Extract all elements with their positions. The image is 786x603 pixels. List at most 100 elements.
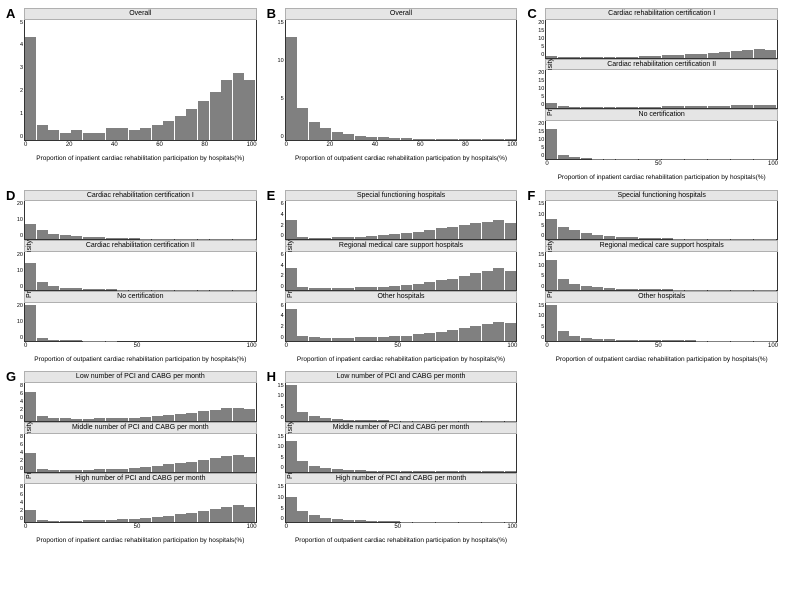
bar bbox=[343, 288, 354, 290]
facet: Other hospitals051015 bbox=[545, 291, 778, 342]
y-tick: 10 bbox=[272, 444, 284, 450]
bar bbox=[470, 326, 481, 341]
x-ticks: 050100 bbox=[545, 343, 778, 349]
bar bbox=[175, 514, 186, 522]
bar bbox=[355, 520, 366, 522]
bar bbox=[152, 125, 163, 139]
bar bbox=[117, 469, 128, 472]
bar bbox=[366, 337, 377, 340]
bar bbox=[378, 235, 389, 239]
y-tick: 6 bbox=[272, 201, 284, 207]
bar bbox=[459, 225, 470, 240]
bar bbox=[447, 139, 458, 140]
bar bbox=[163, 239, 174, 240]
facet: Cardiac rehabilitation certification I01… bbox=[24, 190, 257, 241]
bar bbox=[343, 134, 354, 140]
y-ticks: 05101520 bbox=[532, 121, 544, 159]
plot-area: 051015 bbox=[545, 201, 778, 240]
plot-area: 05101520 bbox=[545, 121, 778, 160]
bar bbox=[546, 129, 557, 159]
bars-container bbox=[25, 434, 256, 472]
plot-area: 01020 bbox=[24, 303, 257, 342]
bar bbox=[320, 418, 331, 421]
bar bbox=[106, 238, 117, 240]
panel-inner: Probability DensityOverall01234502040608… bbox=[24, 8, 257, 162]
bar bbox=[366, 521, 377, 522]
y-tick: 2 bbox=[272, 273, 284, 279]
bar bbox=[424, 139, 435, 140]
bars-container bbox=[546, 121, 777, 159]
bars-container bbox=[546, 20, 777, 58]
y-tick: 2 bbox=[11, 508, 23, 514]
bar bbox=[37, 282, 48, 290]
bar bbox=[436, 280, 447, 290]
bar bbox=[401, 285, 412, 290]
bar bbox=[140, 467, 151, 472]
x-ticks: 050100 bbox=[24, 524, 257, 530]
bar bbox=[424, 282, 435, 290]
plot-area: 0246 bbox=[285, 252, 518, 291]
bar bbox=[401, 233, 412, 239]
y-ticks: 0246 bbox=[272, 201, 284, 239]
facet: Other hospitals0246 bbox=[285, 291, 518, 342]
bar bbox=[309, 122, 320, 140]
y-tick: 10 bbox=[532, 263, 544, 269]
facet: No certification01020 bbox=[24, 291, 257, 342]
bar bbox=[60, 133, 71, 140]
facet: Overall012345 bbox=[24, 8, 257, 141]
plot-area: 0246 bbox=[285, 201, 518, 240]
x-ticks: 050100 bbox=[285, 524, 518, 530]
y-tick: 0 bbox=[272, 284, 284, 290]
bar bbox=[94, 469, 105, 471]
y-tick: 5 bbox=[11, 20, 23, 26]
plot-area: 051015 bbox=[285, 383, 518, 422]
bar bbox=[83, 470, 94, 472]
bar bbox=[662, 238, 673, 239]
bar bbox=[627, 57, 638, 58]
y-tick: 4 bbox=[11, 399, 23, 405]
bar bbox=[366, 287, 377, 290]
bar bbox=[152, 517, 163, 522]
bar bbox=[627, 107, 638, 109]
bar bbox=[389, 336, 400, 340]
bar bbox=[493, 220, 504, 239]
bar bbox=[389, 521, 400, 522]
bar bbox=[186, 413, 197, 421]
bar bbox=[60, 288, 71, 290]
bar bbox=[673, 239, 684, 240]
x-tick: 0 bbox=[545, 343, 548, 349]
bar bbox=[569, 107, 580, 109]
y-tick: 4 bbox=[11, 450, 23, 456]
y-tick: 10 bbox=[11, 268, 23, 274]
y-tick: 5 bbox=[272, 404, 284, 410]
panel-inner: Probability DensitySpecial functioning h… bbox=[285, 190, 518, 364]
bar bbox=[320, 128, 331, 140]
bar bbox=[639, 238, 650, 240]
bar bbox=[48, 130, 59, 140]
y-tick: 4 bbox=[11, 500, 23, 506]
bar bbox=[355, 337, 366, 340]
bar bbox=[505, 223, 516, 239]
bar bbox=[447, 330, 458, 341]
bar bbox=[286, 385, 297, 420]
bar bbox=[163, 516, 174, 523]
bar bbox=[650, 56, 661, 58]
x-tick: 0 bbox=[24, 343, 27, 349]
bar bbox=[389, 286, 400, 290]
bar bbox=[616, 57, 627, 58]
y-tick: 10 bbox=[272, 495, 284, 501]
bar bbox=[94, 520, 105, 522]
bar bbox=[71, 236, 82, 239]
facet: High number of PCI and CABG per month051… bbox=[285, 473, 518, 524]
plot-area: 02468 bbox=[24, 383, 257, 422]
x-tick: 60 bbox=[417, 142, 424, 148]
bars-container bbox=[546, 70, 777, 108]
bar bbox=[413, 284, 424, 290]
bar bbox=[436, 332, 447, 341]
bar bbox=[286, 441, 297, 471]
y-tick: 0 bbox=[11, 516, 23, 522]
bar bbox=[106, 289, 117, 290]
y-tick: 5 bbox=[272, 455, 284, 461]
bar bbox=[37, 338, 48, 341]
y-tick: 10 bbox=[11, 217, 23, 223]
